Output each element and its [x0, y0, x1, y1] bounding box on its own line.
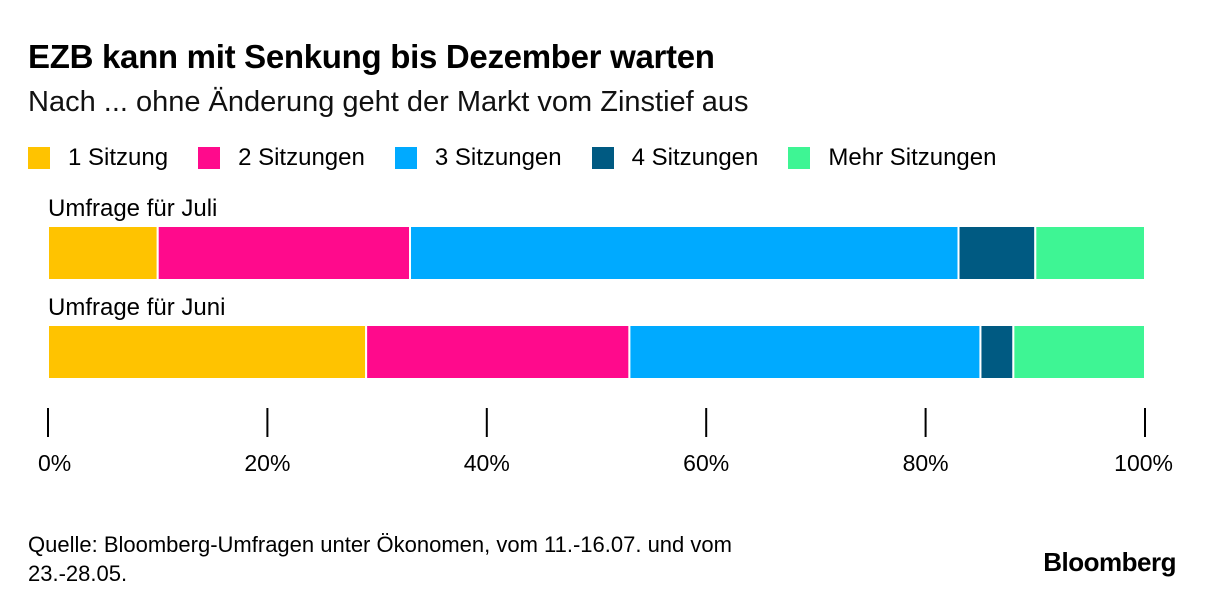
legend: 1 Sitzung 2 Sitzungen 3 Sitzungen 4 Sitz… — [28, 143, 1026, 173]
legend-label-3: 3 Sitzungen — [434, 144, 562, 171]
legend-item-3: 3 Sitzungen — [394, 144, 562, 172]
legend-item-5: Mehr Sitzungen — [788, 144, 996, 172]
x-tick-label-5: 80% — [903, 450, 949, 476]
legend-item-1: 1 Sitzung — [28, 144, 168, 172]
legend-swatch-5 — [788, 147, 811, 169]
category-label-2: Umfrage für Juni — [48, 294, 225, 321]
bar-segment-1-5 — [1034, 225, 1147, 281]
chart-subtitle: Nach ... ohne Änderung geht der Markt vo… — [28, 86, 749, 118]
bar-segment-1-4 — [957, 225, 1037, 281]
legend-item-2: 2 Sitzungen — [198, 144, 365, 172]
x-tick-label-6: 100% — [1114, 450, 1173, 476]
legend-swatch-3 — [394, 147, 417, 169]
bar-segment-2-5 — [1012, 324, 1146, 380]
bar-segment-1-2 — [156, 225, 412, 281]
legend-label-5: Mehr Sitzungen — [828, 144, 997, 171]
stacked-bar-chart: Umfrage für Juli Umfrage für Juni 0% 20% 40%… — [38, 195, 1173, 476]
bar-segment-2-4 — [979, 324, 1015, 380]
legend-swatch-4 — [591, 147, 614, 169]
bar-segment-1-3 — [409, 225, 960, 281]
category-label-1: Umfrage für Juli — [48, 195, 217, 222]
legend-label-1: 1 Sitzung — [68, 144, 169, 171]
x-tick-label-2: 20% — [244, 450, 290, 476]
bar-segment-2-2 — [365, 324, 631, 380]
legend-swatch-1 — [28, 147, 50, 169]
legend-label-2: 2 Sitzungen — [238, 144, 365, 171]
bar-segment-2-1 — [47, 324, 368, 380]
source-footnote: Quelle: Bloomberg-Umfragen unter Ökonome… — [28, 532, 732, 586]
x-tick-label-4: 60% — [683, 450, 729, 476]
legend-label-4: 4 Sitzungen — [631, 144, 759, 171]
x-tick-label-3: 40% — [464, 450, 510, 476]
bloomberg-logo: Bloomberg — [1043, 547, 1176, 577]
legend-swatch-2 — [198, 147, 221, 169]
legend-item-4: 4 Sitzungen — [591, 144, 759, 172]
x-tick-label-1: 0% — [38, 450, 71, 476]
bar-segment-1-1 — [47, 225, 159, 281]
chart-title: EZB kann mit Senkung bis Dezember warten — [28, 38, 715, 75]
bar-segment-2-3 — [628, 324, 982, 380]
